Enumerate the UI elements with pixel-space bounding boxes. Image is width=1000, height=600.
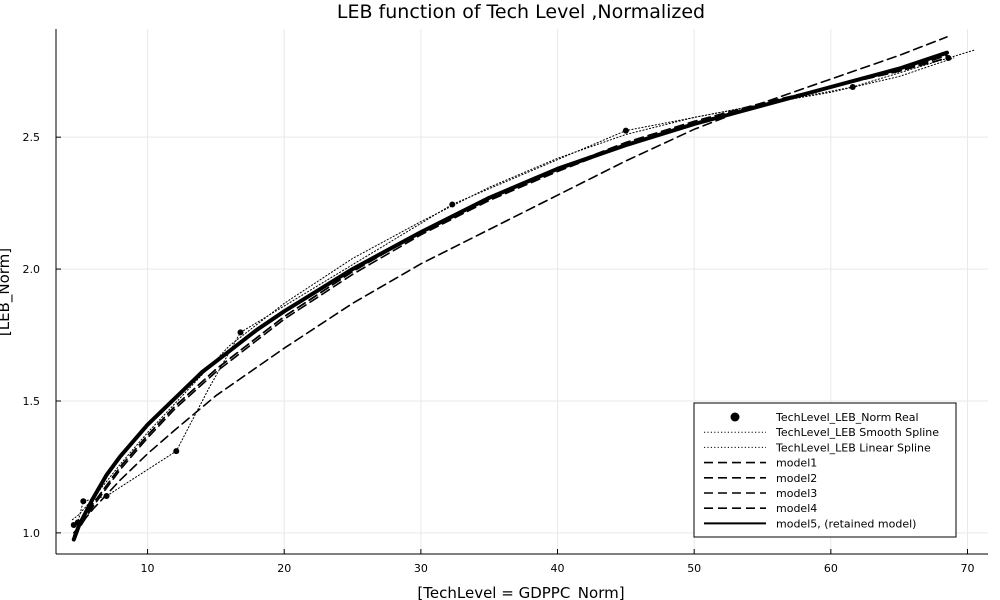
x-axis-title: [TechLevel = GDPPC_Norm] xyxy=(417,584,624,600)
y-axis-title: [LEB_Norm] xyxy=(0,248,14,336)
data-point xyxy=(849,84,856,91)
axes: 10 20 30 40 50 60 70 1.0 1.5 2.0 2.5 xyxy=(23,29,988,575)
x-tick-label: 10 xyxy=(141,562,155,575)
legend-label: TechLevel_LEB Smooth Spline xyxy=(775,426,939,439)
data-point xyxy=(74,519,81,526)
data-points xyxy=(70,55,952,528)
legend-box xyxy=(693,402,957,538)
data-point xyxy=(945,55,952,62)
series-layer xyxy=(71,36,975,542)
legend-label: model4 xyxy=(776,502,817,515)
y-tick-label: 1.5 xyxy=(23,395,41,408)
data-point xyxy=(237,329,244,336)
y-tick-label: 2.0 xyxy=(23,263,41,276)
legend-label: TechLevel_LEB Linear Spline xyxy=(775,441,931,454)
chart-title: LEB function of Tech Level ,Normalized xyxy=(337,1,705,23)
grid xyxy=(56,29,988,554)
data-point xyxy=(103,492,110,499)
legend: TechLevel_LEB_Norm Real TechLevel_LEB Smo… xyxy=(693,402,957,538)
data-point xyxy=(173,448,180,455)
x-tick-label: 20 xyxy=(277,562,291,575)
x-tick-label: 30 xyxy=(414,562,428,575)
legend-label: TechLevel_LEB_Norm Real xyxy=(775,411,919,424)
series-line-2 xyxy=(73,49,975,526)
x-tick-label: 60 xyxy=(824,562,838,575)
x-tick-label: 70 xyxy=(961,562,975,575)
y-tick-label: 1.0 xyxy=(23,527,41,540)
data-point xyxy=(449,201,456,208)
legend-label: model2 xyxy=(776,472,817,485)
data-point xyxy=(622,127,629,134)
legend-label: model3 xyxy=(776,487,817,500)
x-tick-label: 40 xyxy=(551,562,565,575)
y-tick-label: 2.5 xyxy=(23,131,41,144)
legend-marker xyxy=(730,412,740,422)
legend-label: model5, (retained model) xyxy=(776,517,916,530)
data-point xyxy=(80,498,87,505)
x-tick-label: 50 xyxy=(687,562,701,575)
series-line-3 xyxy=(73,36,948,534)
legend-label: model1 xyxy=(776,457,817,470)
series-line-7 xyxy=(71,50,949,542)
